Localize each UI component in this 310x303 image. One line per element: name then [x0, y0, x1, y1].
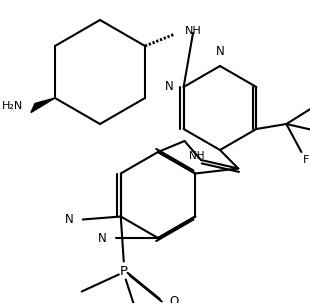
Text: N: N: [98, 231, 107, 245]
Text: NH: NH: [185, 26, 202, 36]
Polygon shape: [31, 98, 55, 112]
Text: NH: NH: [189, 151, 205, 161]
Text: P: P: [120, 265, 128, 278]
Text: N: N: [65, 213, 74, 226]
Text: H₂N: H₂N: [2, 101, 23, 111]
Text: N: N: [165, 81, 174, 94]
Text: N: N: [216, 45, 224, 58]
Text: F: F: [303, 155, 310, 165]
Text: O: O: [170, 295, 179, 303]
